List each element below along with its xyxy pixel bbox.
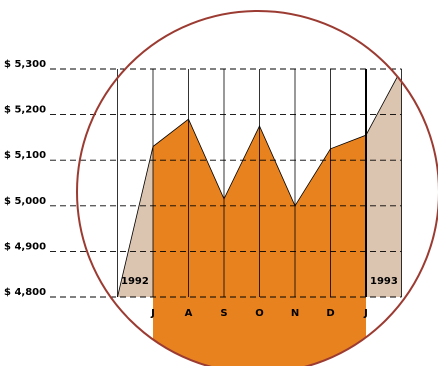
x-tick-label: J bbox=[363, 308, 368, 319]
mid-band bbox=[153, 297, 366, 366]
lens-circle bbox=[76, 10, 438, 366]
x-tick-label: D bbox=[326, 308, 334, 319]
y-tick-label: $ 5,300 bbox=[4, 59, 46, 70]
y-tick-label: $ 4,800 bbox=[4, 287, 46, 298]
y-tick-label: $ 5,100 bbox=[4, 150, 46, 161]
year-label: 1992 bbox=[121, 276, 149, 287]
y-tick-label: $ 5,200 bbox=[4, 105, 46, 116]
x-tick-label: J bbox=[150, 308, 155, 319]
x-tick-label: N bbox=[291, 308, 299, 319]
y-tick-label: $ 5,000 bbox=[4, 196, 46, 207]
x-tick-label: O bbox=[255, 308, 264, 319]
year-label: 1993 bbox=[370, 276, 398, 287]
x-tick-label: A bbox=[185, 308, 193, 319]
y-tick-label: $ 4,900 bbox=[4, 241, 46, 252]
x-tick-label: S bbox=[220, 308, 227, 319]
